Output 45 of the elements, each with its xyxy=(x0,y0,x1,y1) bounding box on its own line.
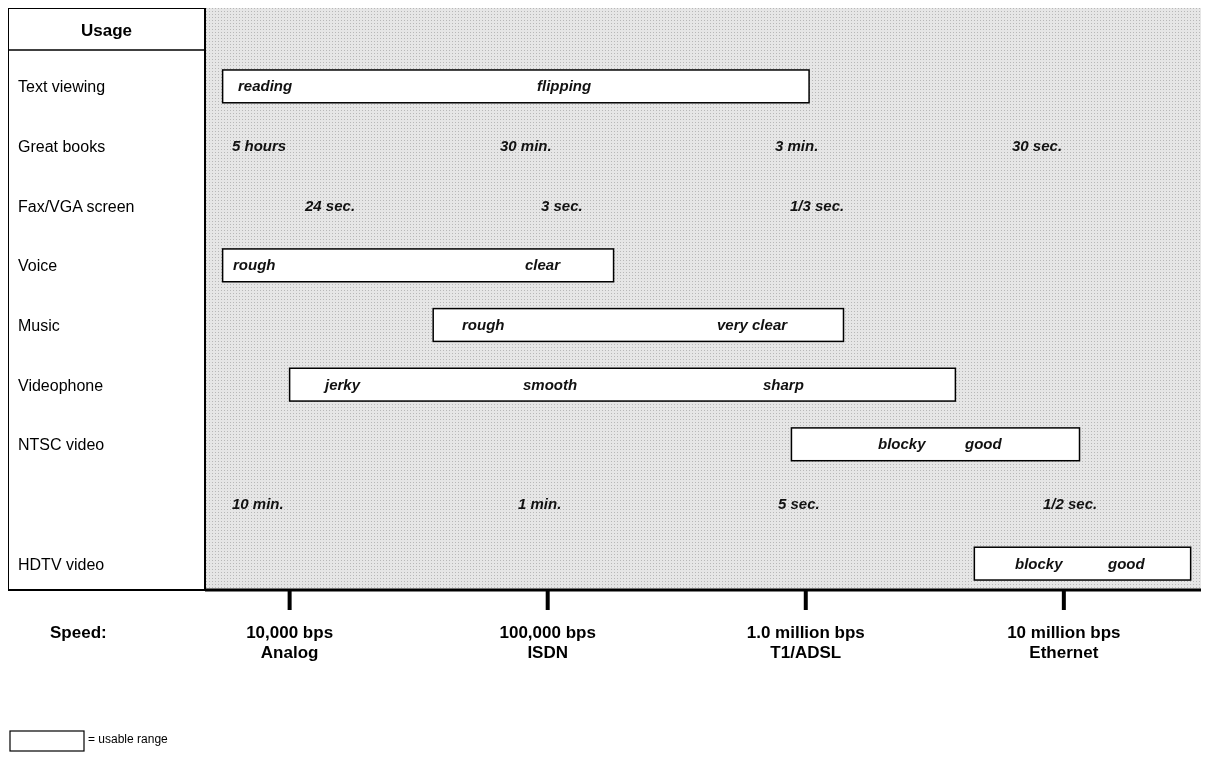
y-tick-label: Text viewing xyxy=(18,78,106,96)
y-tick-label: Videophone xyxy=(18,376,104,394)
annotation: blocky xyxy=(878,435,927,453)
x-tick-label: 10 million bps Ethernet xyxy=(1007,623,1121,662)
annotation: 30 sec. xyxy=(1012,137,1063,155)
annotation: good xyxy=(1107,554,1146,572)
annotation: 24 sec. xyxy=(304,196,356,214)
y-tick-label: HDTV video xyxy=(18,555,105,573)
annotation: jerky xyxy=(323,375,361,393)
x-tick-label: 1.0 million bps T1/ADSL xyxy=(746,623,865,662)
annotation: 3 sec. xyxy=(541,196,583,214)
annotation: sharp xyxy=(763,375,804,393)
bar xyxy=(973,546,1192,581)
annotation: very clear xyxy=(717,316,789,333)
annotation: 5 sec. xyxy=(778,494,820,512)
bar xyxy=(221,248,615,283)
annotation: flipping xyxy=(537,77,592,95)
y-tick-label: Music xyxy=(18,317,60,334)
y-tick-label: Voice xyxy=(18,257,58,275)
text: = usable range xyxy=(88,732,169,746)
annotation: reading xyxy=(238,77,293,95)
annotation: blocky xyxy=(1015,554,1064,572)
annotation: 5 hours xyxy=(232,137,287,155)
annotation: rough xyxy=(462,316,505,333)
bar xyxy=(288,367,957,402)
annotation: 1/3 sec. xyxy=(790,196,845,214)
y-tick-label: Great books xyxy=(18,138,106,156)
bar xyxy=(221,69,810,104)
y-tick-label: Fax/VGA screen xyxy=(18,197,135,215)
bar xyxy=(432,307,845,343)
annotation: rough xyxy=(233,256,276,274)
annotation: 1/2 sec. xyxy=(1043,494,1098,512)
annotation: 3 min. xyxy=(775,137,819,155)
y-axis-title: Usage xyxy=(80,21,133,40)
x-tick-label: 10,000 bps Analog xyxy=(246,623,334,662)
y-tick-label: NTSC video xyxy=(18,436,105,454)
annotation: clear xyxy=(525,256,562,274)
x-tick-label: 100,000 bps ISDN xyxy=(499,623,596,662)
bar xyxy=(790,427,1081,462)
x-axis-title: Speed: xyxy=(50,623,107,642)
annotation: good xyxy=(964,435,1003,453)
annotation: 30 min. xyxy=(500,137,552,155)
annotation: 1 min. xyxy=(518,494,562,512)
annotation: smooth xyxy=(523,375,578,393)
annotation: 10 min. xyxy=(232,494,284,512)
